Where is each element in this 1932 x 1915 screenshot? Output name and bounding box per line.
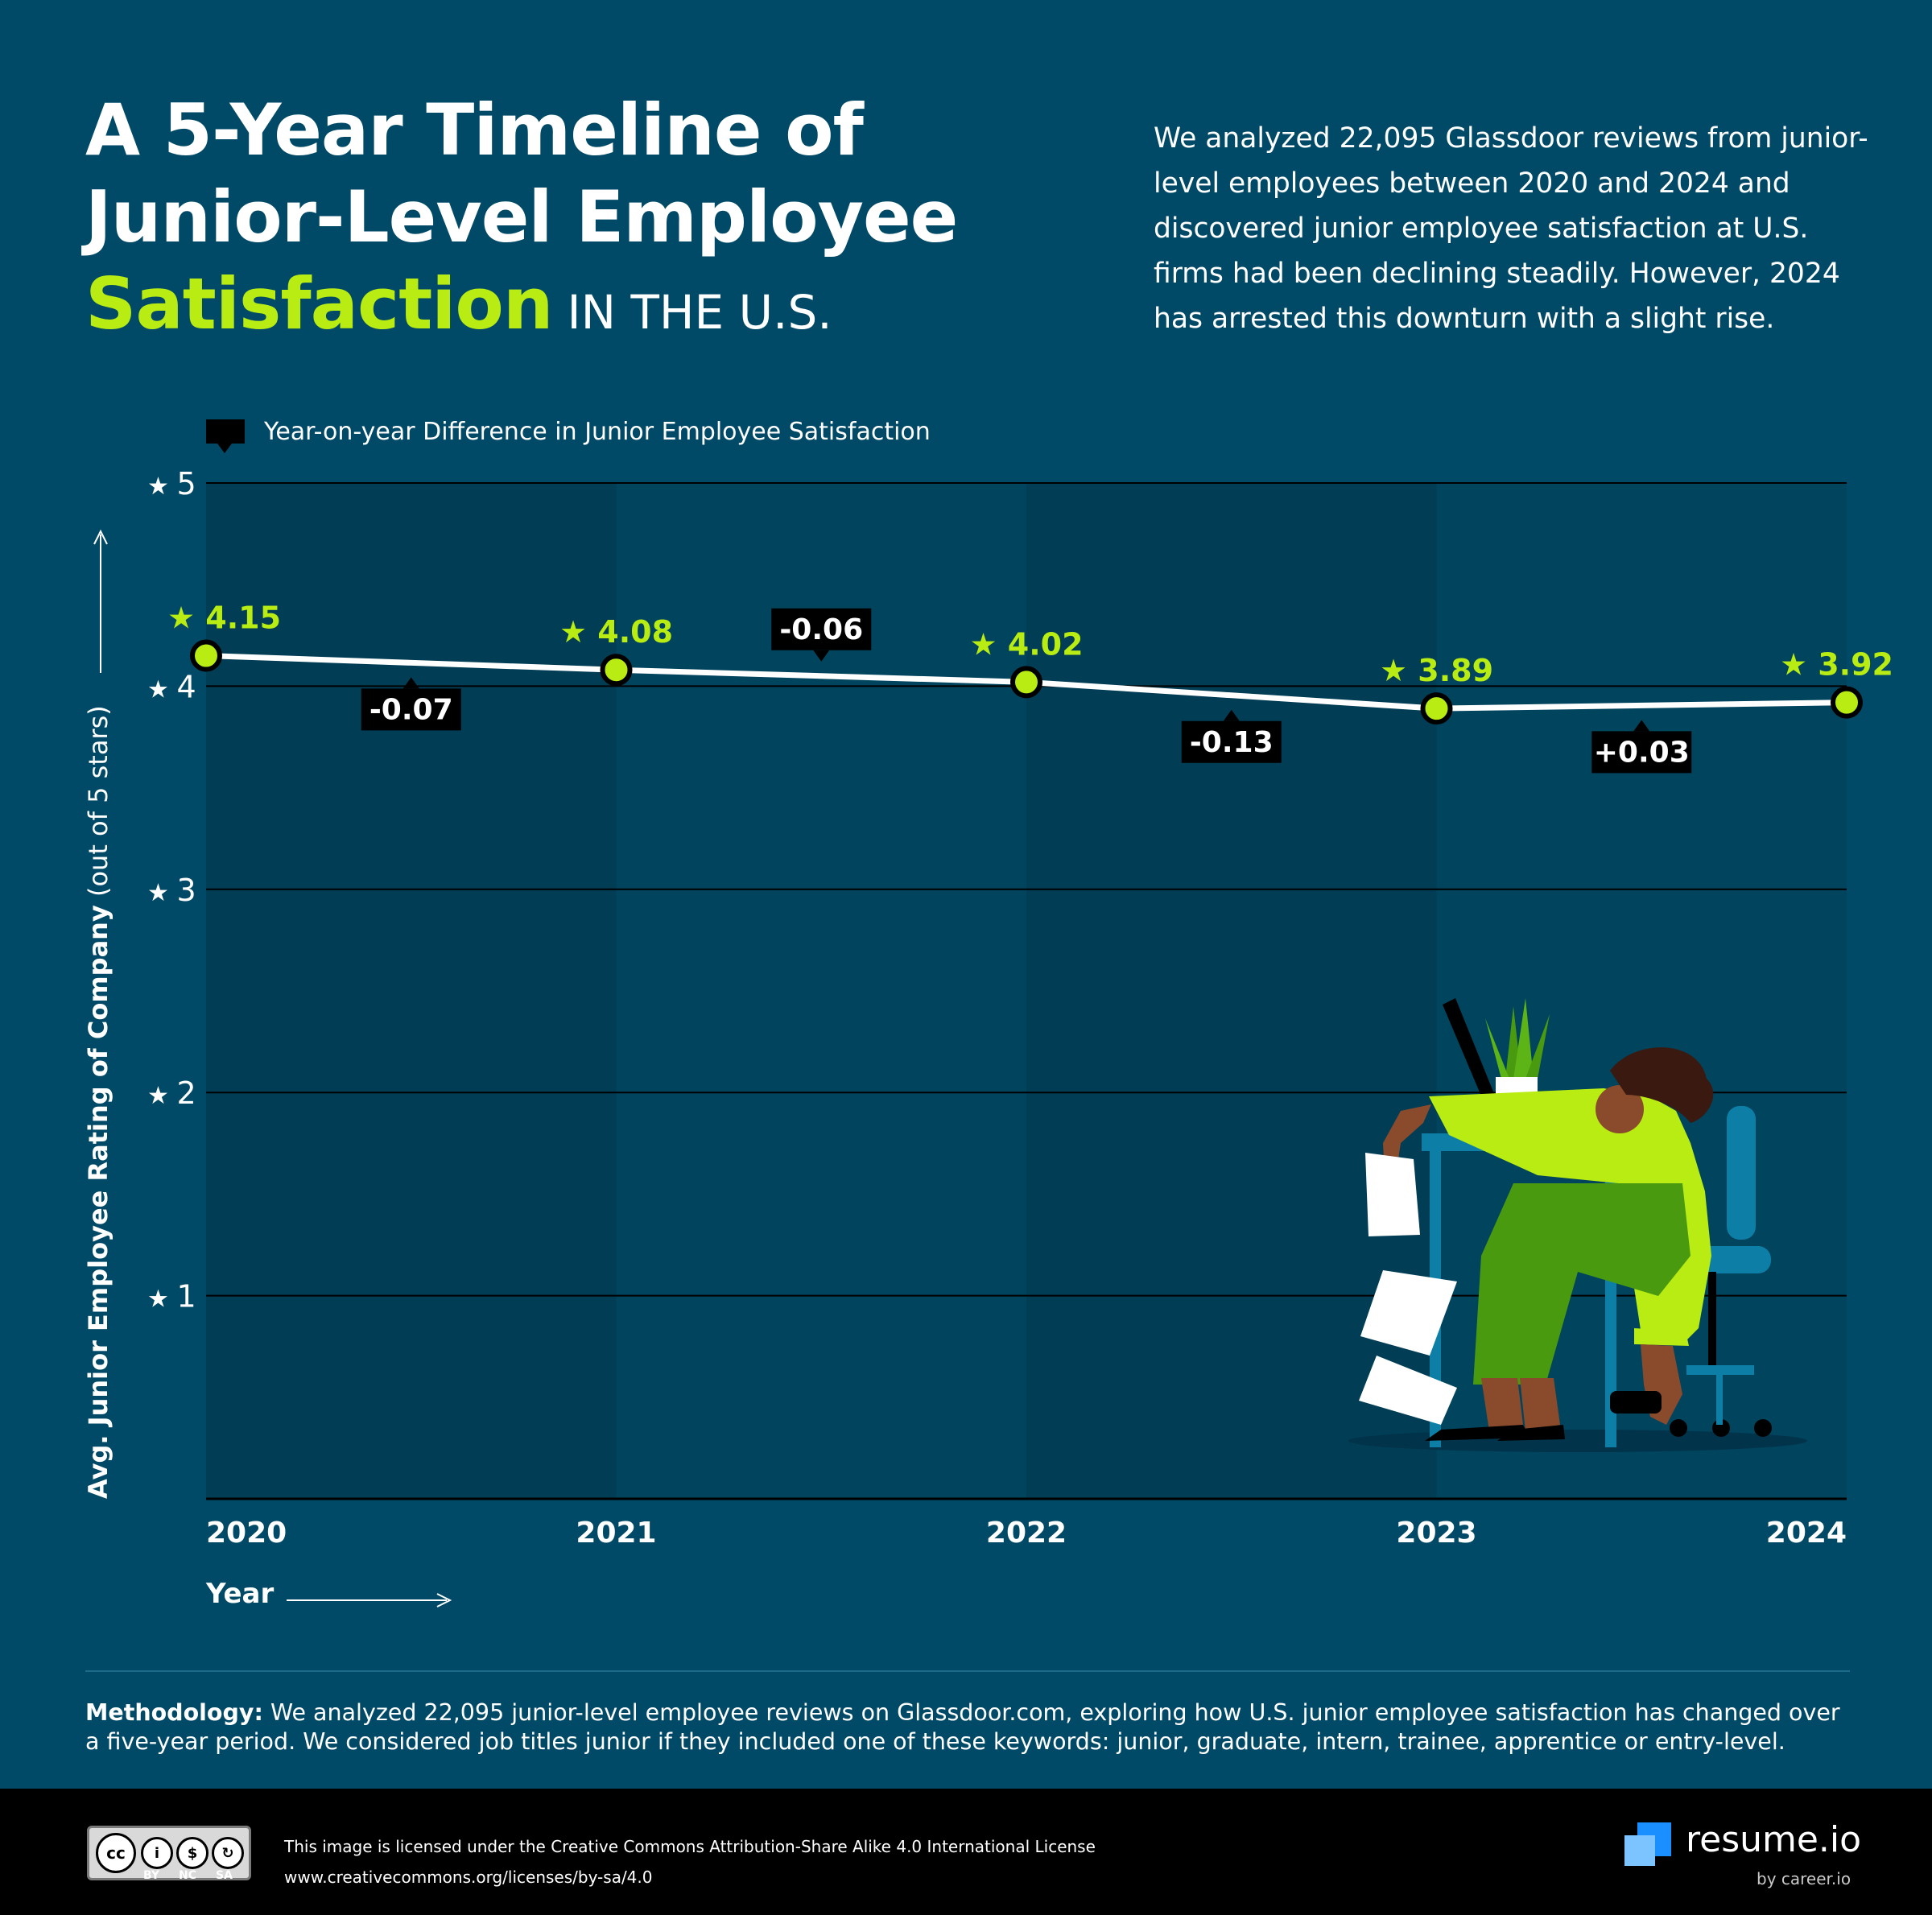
x-tick-label-2022: 2022 xyxy=(986,1517,1067,1550)
title-suffix: IN THE U.S. xyxy=(567,285,832,340)
x-axis-ticks: 2020 2021 2022 2023 2024 xyxy=(206,1517,1847,1550)
methodology-label: Methodology: xyxy=(85,1699,263,1726)
by-person-icon: i xyxy=(141,1837,173,1869)
cc-license-badge-icon[interactable]: cc i $ ↻ xyxy=(87,1826,251,1880)
value-label-2020: ★ 4.15 xyxy=(167,601,281,636)
brand-name: resume.io xyxy=(1686,1819,1862,1860)
x-tick-label-2023: 2023 xyxy=(1396,1517,1476,1550)
nc-dollar-icon: $ xyxy=(176,1837,208,1869)
data-point-2024 xyxy=(1831,686,1863,719)
intro-text: We analyzed 22,095 Glassdoor reviews fro… xyxy=(1154,122,1868,335)
legend-label: Year-on-year Difference in Junior Employ… xyxy=(264,417,931,446)
tired-worker-illustration-icon xyxy=(1348,998,1807,1452)
y-axis-ticks: ★ 1 ★ 2 ★ 3 ★ 4 ★ 5 xyxy=(147,466,196,1314)
x-tick-label-2021: 2021 xyxy=(576,1517,656,1550)
x-tick-label-2024: 2024 xyxy=(1766,1517,1847,1550)
y-tick-label-2: ★ 2 xyxy=(147,1075,196,1111)
difference-value-2: -0.13 xyxy=(1190,726,1274,759)
data-point-2020 xyxy=(190,639,222,672)
y-axis-title: Avg. Junior Employee Rating of Company (… xyxy=(80,705,116,1499)
sa-arrow-icon: ↻ xyxy=(212,1837,244,1869)
value-label-2023: ★ 3.89 xyxy=(1380,653,1493,688)
license-url[interactable]: www.creativecommons.org/licenses/by-sa/4… xyxy=(284,1868,653,1887)
y-tick-label-3: ★ 3 xyxy=(147,873,196,908)
title-line-1: A 5-Year Timeline of xyxy=(85,89,864,171)
papers-icon xyxy=(1359,1153,1457,1425)
difference-label-1: -0.06 xyxy=(771,608,872,662)
title-highlight: Satisfaction xyxy=(85,262,554,345)
cc-labels: BY NC SA xyxy=(143,1869,233,1882)
methodology-note: Methodology: We analyzed 22,095 junior-l… xyxy=(85,1698,1856,1756)
x-axis-label: Year xyxy=(206,1578,275,1610)
cc-label-by: BY xyxy=(143,1869,160,1882)
cc-icon: cc xyxy=(96,1833,136,1873)
section-divider xyxy=(85,1670,1850,1672)
x-axis-title: Year xyxy=(206,1578,274,1610)
difference-label-0: -0.07 xyxy=(361,677,461,731)
y-tick-label-1: ★ 1 xyxy=(147,1279,196,1314)
y-tick-label-5: ★ 5 xyxy=(147,466,196,501)
line-chart: ★ 1 ★ 2 ★ 3 ★ 4 ★ 5 xyxy=(93,466,1893,1608)
difference-value-1: -0.06 xyxy=(779,613,863,646)
difference-label-2: -0.13 xyxy=(1181,709,1282,763)
value-label-2021: ★ 4.08 xyxy=(559,614,673,650)
data-point-2022 xyxy=(1010,666,1042,699)
value-label-2022: ★ 4.02 xyxy=(969,626,1083,662)
chart-gridlines xyxy=(206,482,1847,1500)
y-tick-label-4: ★ 4 xyxy=(147,669,196,704)
difference-value-3: +0.03 xyxy=(1594,736,1690,769)
chart-band-2 xyxy=(1026,483,1437,1499)
legend-swatch-icon xyxy=(206,419,245,453)
x-tick-label-2020: 2020 xyxy=(206,1517,287,1550)
brand-sub: by career.io xyxy=(1757,1869,1852,1888)
cc-label-sa: SA xyxy=(216,1869,233,1882)
resume-io-logo-icon xyxy=(1624,1822,1671,1869)
y-axis-label-rest: (out of 5 stars) xyxy=(83,705,114,897)
title-line-3: Satisfaction IN THE U.S. xyxy=(85,269,832,340)
person-icon xyxy=(1383,1047,1714,1441)
y-axis-arrow-icon xyxy=(93,529,108,673)
methodology-text: We analyzed 22,095 junior-level employee… xyxy=(85,1699,1840,1755)
footer: cc i $ ↻ BY NC SA This image is licensed… xyxy=(0,1789,1932,1915)
difference-labels: -0.07 -0.06 -0.13 +0.03 xyxy=(361,608,1692,774)
value-label-2024: ★ 3.92 xyxy=(1780,647,1893,683)
difference-value-0: -0.07 xyxy=(369,693,453,726)
data-point-2023 xyxy=(1420,692,1453,725)
y-axis-label-bold: Avg. Junior Employee Rating of Company xyxy=(83,905,114,1499)
x-axis-arrow-icon xyxy=(287,1593,452,1608)
license-text: This image is licensed under the Creativ… xyxy=(284,1837,1096,1856)
satisfaction-series: ★ 4.15 ★ 4.08 ★ 4.02 ★ 3.89 ★ 3.92 xyxy=(167,601,1893,725)
chart-band-0 xyxy=(206,483,617,1499)
title-line-2: Junior-Level Employee xyxy=(85,175,958,258)
data-point-2021 xyxy=(600,654,633,687)
cc-label-nc: NC xyxy=(179,1869,197,1882)
chart-legend: Year-on-year Difference in Junior Employ… xyxy=(206,414,931,453)
difference-label-3: +0.03 xyxy=(1591,720,1692,774)
